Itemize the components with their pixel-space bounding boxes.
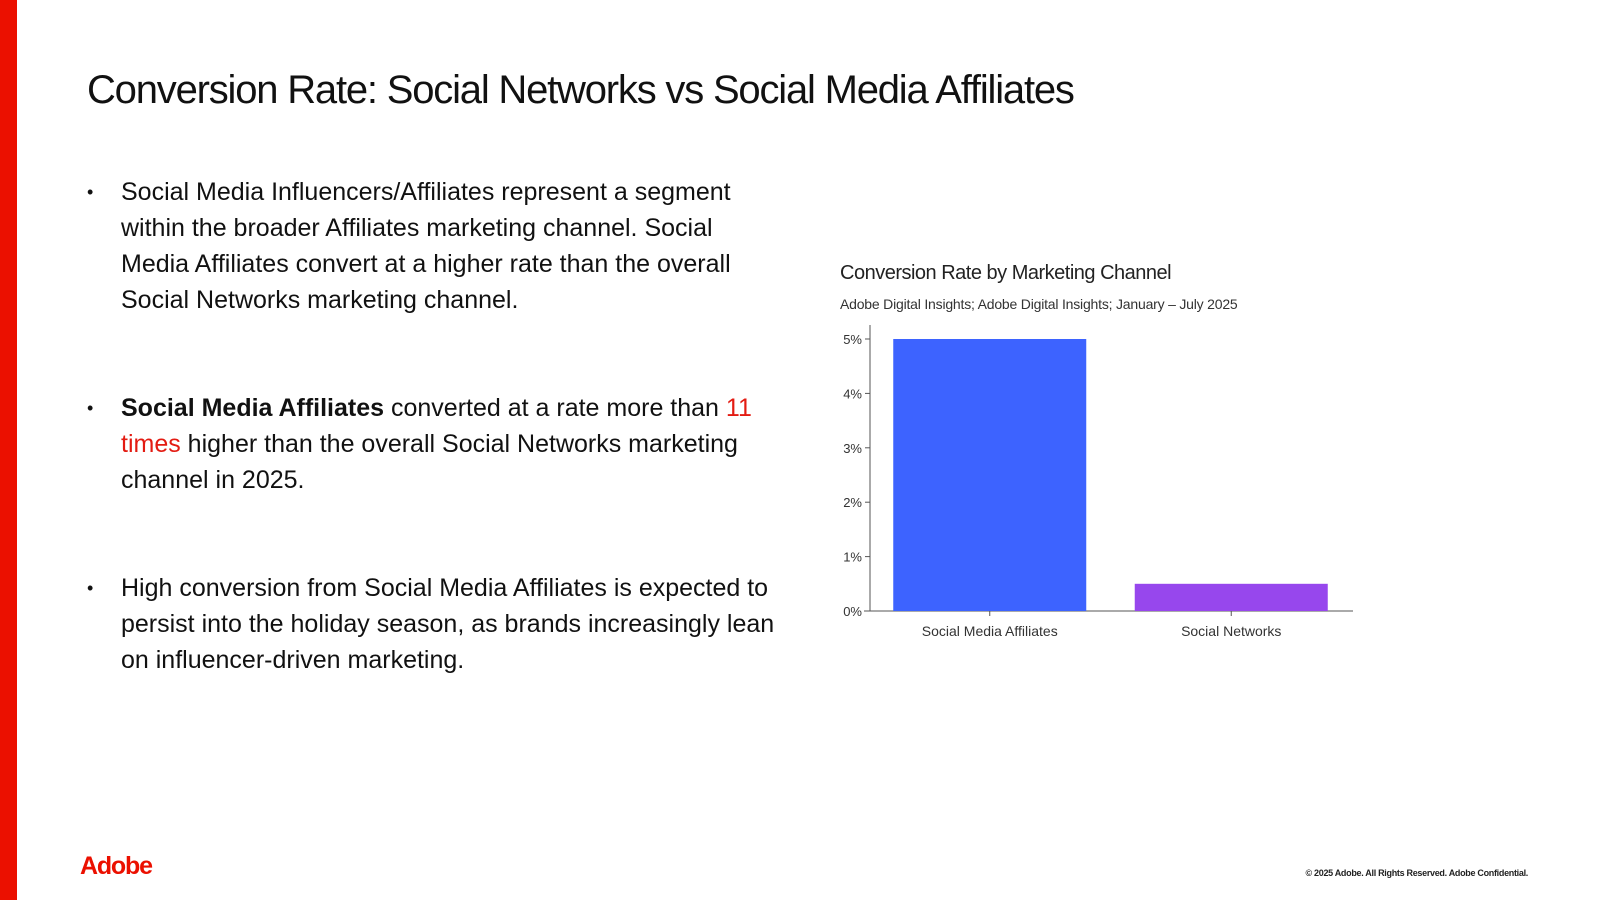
bullet-item: • High conversion from Social Media Affi… [87,570,787,678]
bullet-text-part: higher than the overall Social Networks … [121,430,738,494]
footer-copyright: © 2025 Adobe. All Rights Reserved. Adobe… [1305,868,1529,878]
bullet-item: • Social Media Affiliates converted at a… [87,390,787,498]
bullet-text-part: converted at a rate more than [384,394,726,422]
x-tick-label: Social Media Affiliates [922,623,1058,639]
y-tick-label: 5% [843,332,862,347]
slide-title: Conversion Rate: Social Networks vs Soci… [87,68,1075,112]
chart-subtitle: Adobe Digital Insights; Adobe Digital In… [840,296,1238,312]
bullet-text: High conversion from Social Media Affili… [121,574,775,674]
bullet-bold-lead: Social Media Affiliates [121,394,385,422]
brand-accent-bar [0,0,17,900]
adobe-logo: Adobe [80,852,153,880]
y-tick-label: 2% [843,495,862,510]
x-tick-label: Social Networks [1181,623,1281,639]
bullet-text: Social Media Influencers/Affiliates repr… [121,178,731,314]
y-tick-label: 0% [843,604,862,619]
chart-title: Conversion Rate by Marketing Channel [840,262,1172,284]
y-tick-label: 4% [843,386,862,401]
bullet-dot: • [87,398,94,418]
bullet-item: • Social Media Influencers/Affiliates re… [87,174,787,318]
y-tick-label: 3% [843,441,862,456]
bar-social-media-affiliates [893,339,1087,611]
bar-chart: Conversion Rate by Marketing Channel Ado… [840,260,1400,660]
bullet-highlight: 11 times [121,394,752,458]
bullet-dot: • [87,578,94,598]
bullet-dot: • [87,182,94,202]
bullet-list: • Social Media Influencers/Affiliates re… [87,174,787,678]
chart-plot: 0% 1% 2% 3% 4% 5% Social Media Affiliates Socia… [843,325,1353,639]
y-tick-label: 1% [843,550,862,565]
bar-social-networks [1134,583,1328,611]
